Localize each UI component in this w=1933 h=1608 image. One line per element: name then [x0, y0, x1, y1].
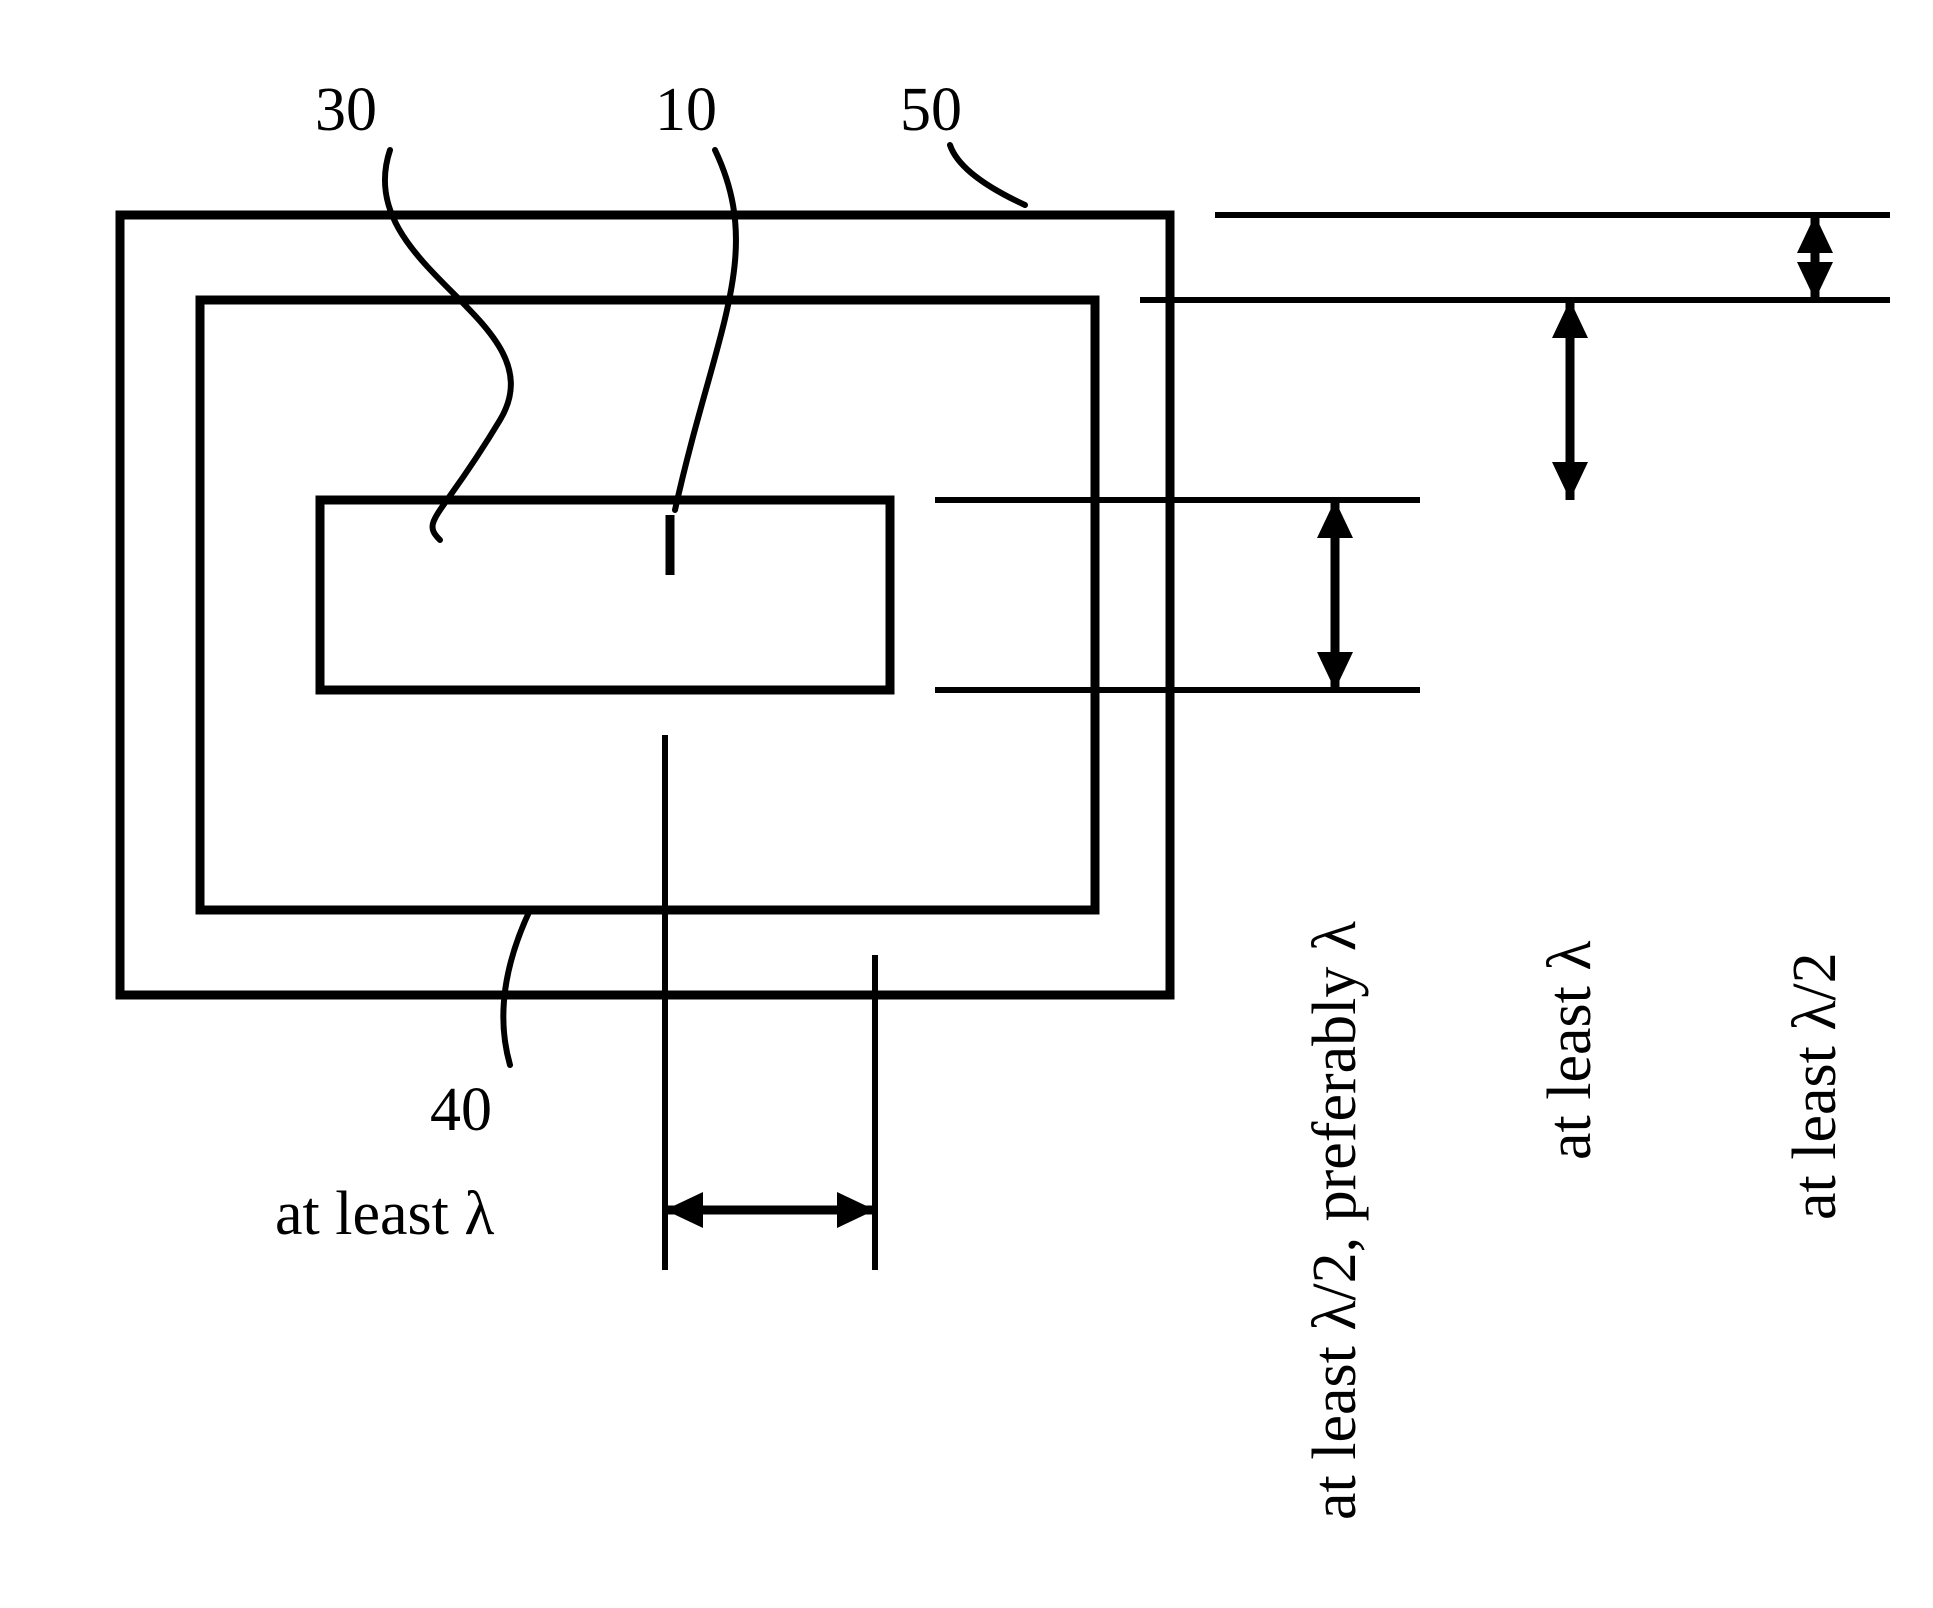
leader-30 [385, 150, 511, 540]
ref-label-10: 10 [655, 75, 717, 146]
leader-40 [503, 910, 530, 1065]
arrowhead [1552, 300, 1588, 338]
arrowhead [1797, 215, 1833, 253]
outer-box-50 [120, 215, 1170, 995]
arrowhead [1317, 500, 1353, 538]
mid-box-40 [200, 300, 1095, 910]
dim-label-outer-lambda: at least λ/2 [1780, 952, 1851, 1220]
diagram-canvas: 30 10 50 40 at least λ at least λ/2, pre… [0, 0, 1933, 1608]
ref-label-50: 50 [900, 75, 962, 146]
inner-box-30 [320, 500, 890, 690]
arrowhead [837, 1192, 875, 1228]
ref-label-40: 40 [430, 1075, 492, 1146]
dim-label-mid-lambda: at least λ [1535, 941, 1606, 1160]
diagram-svg [0, 0, 1933, 1608]
leader-10 [675, 150, 736, 510]
leader-50 [950, 145, 1025, 205]
dim-label-bottom-lambda: at least λ [275, 1179, 494, 1250]
arrowhead [1317, 652, 1353, 690]
dim-label-inner-lambda: at least λ/2, preferably λ [1300, 921, 1371, 1520]
ref-label-30: 30 [315, 75, 377, 146]
arrowhead [1797, 262, 1833, 300]
arrowhead [665, 1192, 703, 1228]
arrowhead [1552, 462, 1588, 500]
